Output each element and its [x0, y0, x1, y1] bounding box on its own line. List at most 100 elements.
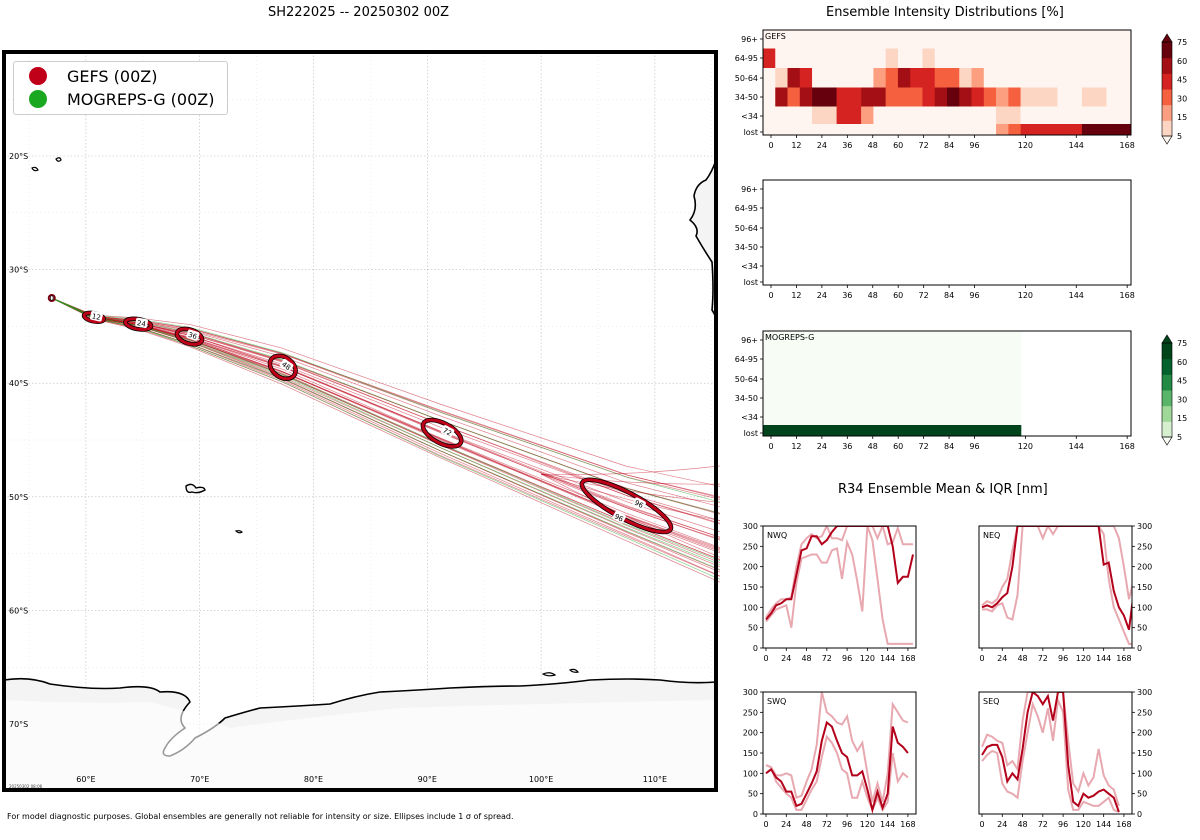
forecast-ellipses: 0 12 24 36 48 72 96 96 [47, 294, 674, 535]
heatmap-cell [1045, 106, 1058, 125]
x-tick-label: 0 [979, 820, 984, 829]
r34-iqr-lower [765, 526, 913, 645]
x-tick-label: 72 [919, 291, 929, 300]
latitude-labels: 20°S 30°S 40°S 50°S 60°S 70°S [9, 152, 28, 729]
colorbar-label: 5 [1177, 433, 1182, 442]
x-tick-label: 96 [842, 654, 852, 663]
heatmap-cell [996, 68, 1009, 88]
heatmap-cell [1081, 48, 1095, 69]
ellipse-label: 12 [91, 312, 101, 322]
heatmap-cell [1008, 48, 1021, 69]
heatmap-cell [775, 106, 788, 125]
heatmap-cell [873, 124, 886, 136]
heatmap-cell [959, 48, 972, 69]
ellipse-hour-0 [47, 294, 56, 302]
heatmap-cell [983, 30, 997, 49]
heatmap-cell [1032, 124, 1046, 136]
heatmap-cell [947, 48, 960, 69]
island-antarctic-small-1 [541, 672, 557, 677]
heatmap-cell [763, 124, 776, 136]
x-tick-label: 48 [801, 654, 811, 663]
heatmap-cell [1045, 68, 1058, 88]
heatmap-cell [824, 106, 837, 125]
heatmap-cell [799, 87, 813, 107]
heatmap-cell [996, 30, 1009, 49]
x-tick-label: 84 [944, 442, 954, 451]
heatmap-cell [1057, 30, 1070, 49]
heatmap-cell [763, 331, 1022, 350]
heatmap-cell [836, 30, 850, 49]
heatmap-cell [947, 87, 960, 107]
lat-tick-label: 60°S [9, 606, 28, 615]
x-tick-label: 96 [1058, 654, 1068, 663]
heatmap-cell [848, 30, 862, 49]
x-tick-label: 36 [842, 442, 852, 451]
x-tick-label: 24 [997, 820, 1007, 829]
row-label: lost [744, 278, 758, 287]
x-tick-label: 96 [842, 820, 852, 829]
heatmap-cell [1069, 106, 1083, 125]
heatmap-bg [763, 180, 1131, 285]
colorbar-segment [1162, 390, 1172, 407]
heatmap-cell [799, 124, 813, 136]
r34-mean [765, 720, 909, 814]
heatmap-cell [787, 68, 801, 88]
y-tick-label: 150 [743, 583, 758, 592]
r34-iqr-upper [981, 526, 1132, 607]
y-tick-label: 50 [1137, 790, 1147, 799]
r34-seq-panel: SEQ 0 50 100 150 200 250 300 0 24 48 72 96 120 144 168 [978, 688, 1152, 829]
heatmap-cell [1094, 48, 1107, 69]
x-tick-label: 168 [900, 820, 915, 829]
x-tick-label: 96 [1058, 820, 1068, 829]
heatmap-cell [1045, 124, 1058, 136]
x-tick-label: 96 [969, 442, 979, 451]
y-tick-label: 0 [753, 644, 758, 653]
row-label: 50-64 [735, 74, 758, 83]
heatmap-cell [897, 106, 911, 125]
heatmap-cell [1069, 48, 1083, 69]
ellipse-label: 48 [280, 360, 292, 372]
heatmap-cell [787, 48, 801, 69]
heatmap-cell [1094, 124, 1107, 136]
island-stpaul [31, 166, 39, 172]
gefs-track [540, 473, 720, 558]
quadrant-label: NEQ [983, 531, 1000, 540]
heatmap-cell [971, 106, 985, 125]
colorbar-label: 15 [1177, 113, 1187, 122]
heatmap-cell [787, 87, 801, 107]
x-tick-label: 72 [919, 442, 929, 451]
heatmap-cell [1069, 68, 1083, 88]
colorbar-segment [1162, 57, 1172, 74]
x-tick-label: 72 [822, 654, 832, 663]
heatmap-cell [934, 87, 948, 107]
heatmap-cell [775, 124, 788, 136]
heatmap-cell [1081, 106, 1095, 125]
y-tick-label: 200 [1137, 563, 1152, 572]
heatmap-cell [1008, 106, 1021, 125]
heatmap-cell [873, 106, 886, 125]
heatmap-cell [996, 87, 1009, 107]
r34-iqr-lower [765, 734, 909, 813]
heatmap-cell [1020, 87, 1034, 107]
y-tick-label: 250 [743, 542, 758, 551]
gefs-track [541, 473, 720, 503]
ellipse-label-bg [612, 511, 626, 524]
heatmap-cell [1057, 87, 1070, 107]
x-tick-label: 96 [969, 141, 979, 150]
x-tick-label: 144 [1096, 654, 1111, 663]
heatmap-cell [848, 106, 862, 125]
colorbar-frame [1161, 41, 1173, 137]
heatmap-cell [763, 48, 776, 69]
gefs-track [540, 473, 720, 540]
x-tick-label: 84 [944, 291, 954, 300]
row-label: 96+ [741, 336, 758, 345]
heatmap-cell [996, 106, 1009, 125]
row-label: 64-95 [735, 355, 758, 364]
y-tick-label: 250 [1137, 708, 1152, 717]
heatmap-cell [1032, 30, 1046, 49]
y-tick-label: 250 [743, 708, 758, 717]
forecast-ellipse [421, 418, 463, 448]
r34-mean [765, 526, 914, 621]
colorbar-segment [1162, 73, 1172, 90]
heatmap-cell [763, 369, 1022, 389]
